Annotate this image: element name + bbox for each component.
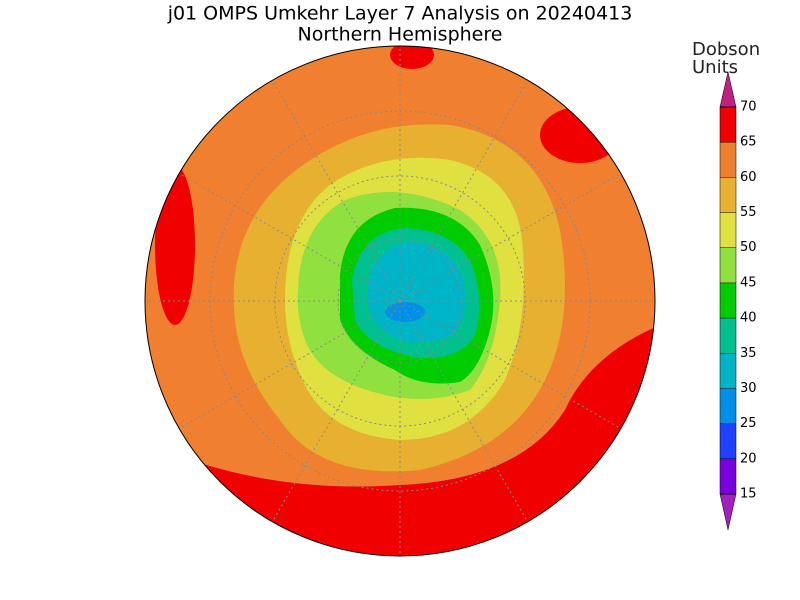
colorbar-band xyxy=(720,423,736,459)
contour-fill xyxy=(540,107,620,163)
colorbar-tick-label: 60 xyxy=(740,170,757,185)
colorbar-band xyxy=(720,458,736,494)
contour-fill xyxy=(145,325,655,556)
map-title: j01 OMPS Umkehr Layer 7 Analysis on 2024… xyxy=(167,3,633,25)
colorbar-tick-label: 25 xyxy=(740,416,757,431)
colorbar-tick-label: 35 xyxy=(740,346,757,361)
colorbar-label: Dobson xyxy=(692,39,760,60)
colorbar-under xyxy=(719,493,737,531)
colorbar-tick-label: 45 xyxy=(740,275,757,290)
colorbar-band xyxy=(720,318,736,354)
map-border xyxy=(144,45,656,557)
colorbar-band xyxy=(720,177,736,213)
colorbar-band xyxy=(720,107,736,143)
colorbar-band xyxy=(720,388,736,424)
colorbar-tick-label: 55 xyxy=(740,205,757,220)
colorbar-tick-label: 65 xyxy=(740,135,757,150)
contour-fill xyxy=(385,302,425,322)
contour-fill xyxy=(390,46,434,69)
colorbar-tick-label: 40 xyxy=(740,311,757,326)
meridians xyxy=(145,46,655,556)
colorbar-band xyxy=(720,282,736,319)
colorbar-band xyxy=(720,247,736,283)
colorbar-band xyxy=(720,142,736,178)
colorbar-label: Units xyxy=(692,57,738,78)
colorbar-tick-label: 20 xyxy=(740,451,757,466)
colorbar: 15 20 25 30 35 40 45 50 55 60 65 70 xyxy=(719,71,757,531)
map-subtitle: Northern Hemisphere xyxy=(298,24,503,46)
colorbar-tick-label: 70 xyxy=(740,100,757,115)
colorbar-tick-label: 15 xyxy=(740,487,757,502)
colorbar-band xyxy=(720,353,736,389)
colorbar-tick-label: 50 xyxy=(740,240,757,255)
contour-fill xyxy=(155,165,195,325)
colorbar-band xyxy=(720,212,736,248)
colorbar-tick-label: 30 xyxy=(740,381,757,396)
map xyxy=(145,46,655,556)
